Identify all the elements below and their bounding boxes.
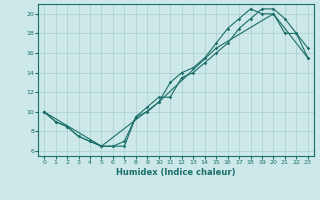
X-axis label: Humidex (Indice chaleur): Humidex (Indice chaleur) <box>116 168 236 177</box>
